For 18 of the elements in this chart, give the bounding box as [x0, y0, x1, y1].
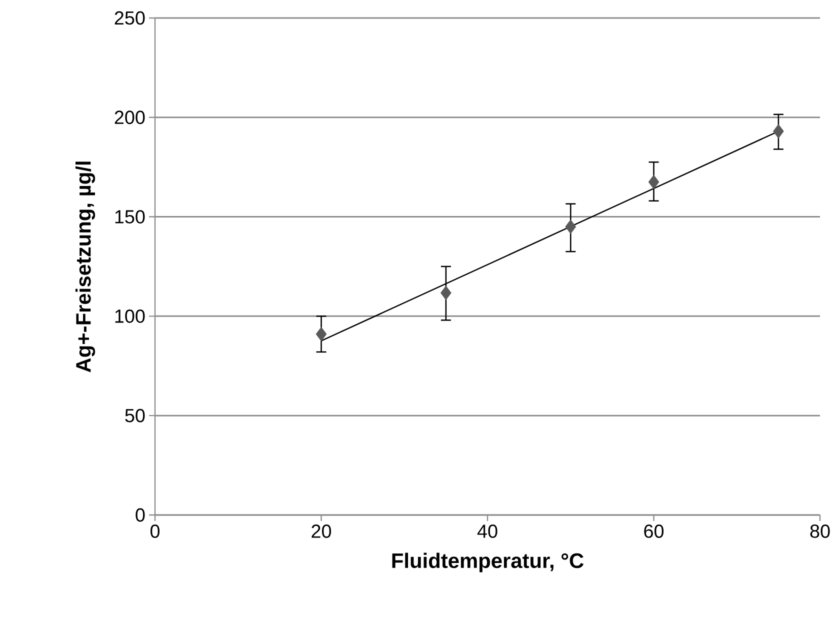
x-axis-title: Fluidtemperatur, °C [392, 552, 584, 572]
x-tick-label: 60 [644, 524, 664, 538]
x-tick-label: 80 [810, 524, 830, 538]
y-tick-label: 150 [115, 210, 145, 224]
point [772, 124, 784, 138]
x-tick-label: 20 [312, 524, 332, 538]
point [316, 326, 327, 342]
y-tick-label: 100 [115, 309, 145, 323]
x-tick-label: 40 [477, 524, 498, 538]
point [648, 174, 660, 190]
x-tick-label: 0 [150, 524, 160, 538]
point [565, 220, 576, 234]
y-tick-label: 250 [114, 11, 145, 25]
y-tick-label: 0 [136, 508, 145, 522]
y-axis-title: Ag+-Freisetzung, µg/l [75, 162, 96, 372]
y-tick-label: 200 [114, 110, 145, 124]
point [440, 286, 452, 300]
y-tick-label: 50 [125, 408, 145, 422]
